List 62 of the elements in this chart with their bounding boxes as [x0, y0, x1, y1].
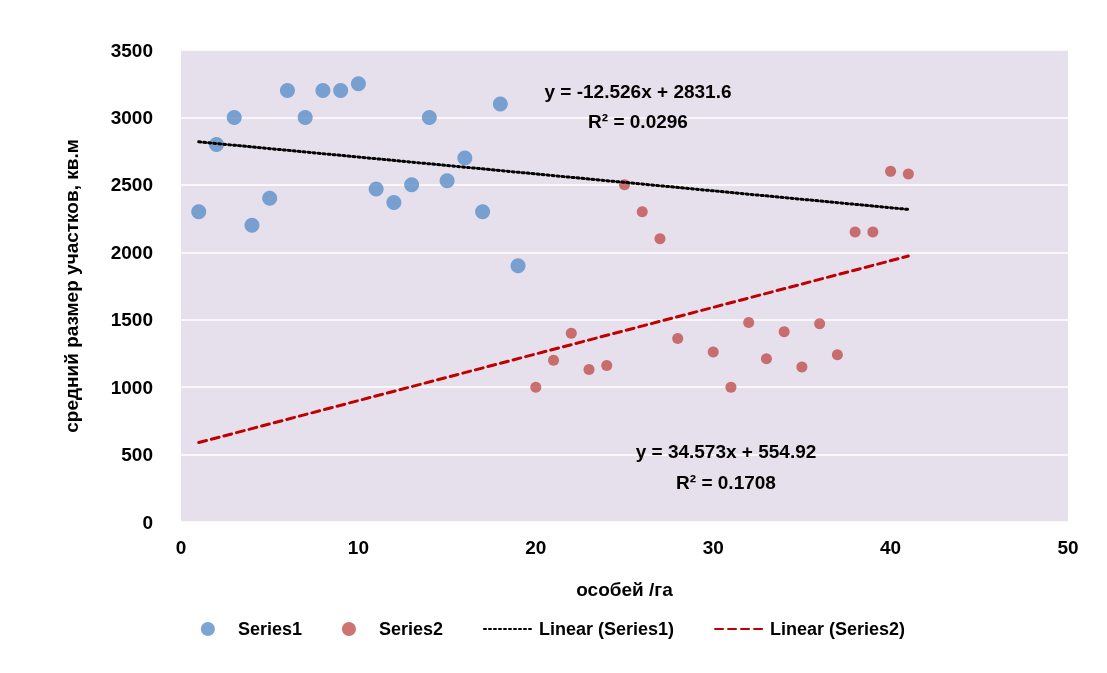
point	[548, 354, 560, 366]
point	[672, 333, 684, 345]
point	[368, 181, 384, 197]
point	[492, 96, 508, 112]
point	[796, 361, 808, 373]
point	[743, 316, 755, 328]
y-tick-label: 500	[121, 444, 153, 466]
point	[707, 346, 719, 358]
point	[725, 381, 737, 393]
point	[885, 165, 897, 177]
y-tick-label: 2500	[110, 174, 153, 196]
point	[510, 258, 526, 274]
legend-label: Series2	[378, 619, 443, 639]
point	[262, 190, 278, 206]
annotation: R² = 0.1708	[676, 471, 776, 493]
point	[191, 204, 207, 220]
x-tick-label: 30	[702, 537, 724, 558]
point	[244, 217, 260, 233]
legend-label: Series1	[237, 619, 302, 639]
y-axis-title: средний размер участков, кв.м	[61, 139, 82, 433]
point	[279, 82, 295, 98]
point	[350, 76, 366, 92]
legend-label: Linear (Series1)	[538, 619, 675, 639]
point	[315, 82, 331, 98]
x-tick-label: 10	[347, 537, 369, 558]
point	[297, 109, 313, 125]
point	[902, 168, 914, 180]
annotation: R² = 0.0296	[588, 110, 688, 132]
point	[601, 360, 613, 372]
point	[778, 326, 790, 338]
x-tick-label: 40	[880, 537, 902, 558]
point	[386, 194, 402, 210]
y-tick-label: 0	[142, 511, 153, 533]
x-axis-title: особей /га	[576, 579, 674, 600]
annotation: y = 34.573x + 554.92	[635, 440, 817, 462]
y-tick-label: 2000	[110, 241, 153, 263]
point	[849, 226, 861, 238]
x-tick-label: 50	[1057, 537, 1079, 558]
point	[636, 206, 648, 218]
point	[867, 226, 879, 238]
point	[831, 349, 843, 361]
x-tick-label: 0	[175, 537, 187, 558]
point	[404, 177, 420, 193]
x-tick-label: 20	[525, 537, 547, 558]
y-tick-label: 1000	[110, 376, 153, 398]
point	[457, 150, 473, 166]
point	[654, 233, 666, 245]
point	[565, 327, 577, 339]
legend-label: Linear (Series2)	[770, 619, 906, 639]
annotation: y = -12.526x + 2831.6	[544, 80, 732, 102]
point	[421, 109, 437, 125]
point	[333, 82, 349, 98]
point	[530, 381, 542, 393]
y-tick-label: 3000	[110, 106, 153, 128]
point	[226, 109, 242, 125]
y-tick-label: 3500	[110, 39, 153, 61]
point	[475, 204, 491, 220]
point	[760, 353, 772, 365]
point	[583, 364, 595, 376]
point	[439, 173, 455, 189]
y-tick-label: 1500	[110, 309, 153, 331]
point	[814, 318, 826, 330]
